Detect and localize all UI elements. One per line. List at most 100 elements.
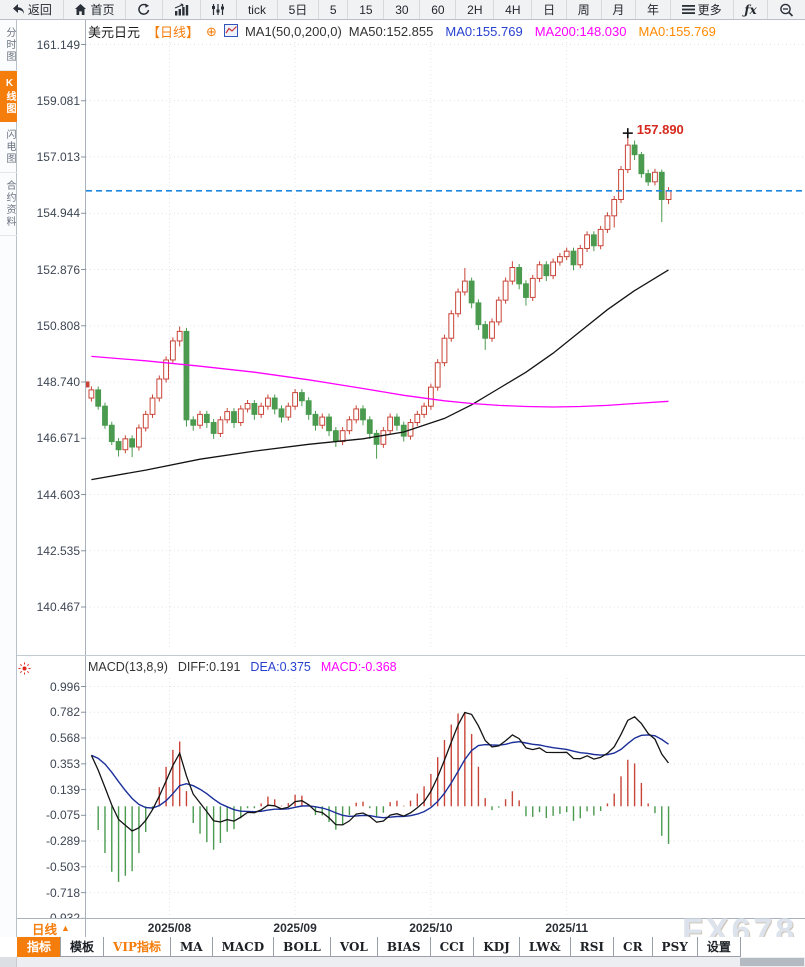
ma-value: MA50:152.855 [348, 24, 434, 39]
sidebar-item-contract-info[interactable]: 合约资料 [0, 173, 17, 236]
macd-value: MACD:-0.368 [320, 660, 397, 674]
kline-style-icon[interactable] [223, 23, 238, 40]
horizontal-scrollbar[interactable] [0, 957, 805, 967]
macd-axis-label: 0.568 [49, 730, 80, 745]
indicator-tab-kdj[interactable]: KDJ [473, 937, 520, 957]
sliders-icon [211, 3, 225, 16]
toolbar-item-min-30[interactable]: 30 [384, 0, 421, 19]
toolbar-item-label: 4H [505, 2, 521, 17]
indicator-tab-templates[interactable]: 模板 [60, 937, 105, 957]
toolbar-item-indicator-settings[interactable] [201, 0, 238, 19]
symbol-title: 美元日元 [88, 25, 141, 40]
toolbar-item-home[interactable]: 首页 [64, 0, 127, 19]
toolbar-item-back[interactable]: 返回 [0, 0, 64, 19]
fx-icon: ƒx [744, 2, 757, 17]
sidebar-item-kline-chart[interactable]: K线图 [0, 71, 17, 122]
toolbar-item-label: 60 [431, 2, 445, 17]
indicator-tab-rsi[interactable]: RSI [569, 937, 615, 957]
indicator-marker-icon[interactable] [18, 662, 31, 680]
toolbar-item-label: 15 [359, 2, 373, 17]
indicator-tab-cr[interactable]: CR [613, 937, 653, 957]
toolbar-item-tick[interactable]: tick [237, 0, 278, 19]
menu-icon [681, 4, 695, 15]
ma-value: MA0:155.769 [445, 24, 523, 39]
chart-header: 美元日元 【日线】 ⊕ MA1(50,0,200,0) MA50:152.855… [88, 22, 716, 41]
toolbar-item-daily[interactable]: 日 [532, 0, 567, 19]
indicator-tab-cci[interactable]: CCI [429, 937, 475, 957]
price-axis-label: 161.149 [36, 37, 80, 52]
chart-type-sidebar: 分时图 K线图 闪电图 合约资料 [0, 20, 17, 957]
xaxis-row [17, 918, 805, 937]
top-toolbar: 返回 首页 tick 5日 5 15 30 60 2H 4H 日 周 月 年 更多 ƒx [0, 0, 805, 20]
toolbar-item-chart-style[interactable] [163, 0, 201, 19]
indicator-tab-psy[interactable]: PSY [651, 937, 698, 957]
toolbar-item-monthly[interactable]: 月 [602, 0, 637, 19]
indicator-tab-lw[interactable]: LW& [518, 937, 571, 957]
scrollbar-thumb[interactable] [740, 958, 804, 966]
macd-value: DEA:0.375 [250, 660, 311, 674]
toolbar-item-5-day[interactable]: 5日 [278, 0, 320, 19]
macd-axis-label: 0.782 [49, 705, 80, 720]
sidebar-item-time-chart[interactable]: 分时图 [0, 20, 17, 71]
toolbar-item-weekly[interactable]: 周 [567, 0, 602, 19]
price-axis-label: 148.740 [36, 374, 80, 389]
price-axis-label: 157.013 [36, 149, 80, 164]
macd-axis-label: 0.353 [49, 756, 80, 771]
toolbar-item-hour-4[interactable]: 4H [494, 0, 533, 19]
indicator-tab-macd[interactable]: MACD [211, 937, 275, 957]
toolbar-item-formula[interactable]: ƒx [734, 0, 769, 19]
sidebar-item-lightning-chart[interactable]: 闪电图 [0, 122, 17, 173]
macd-axis-label: -0.503 [45, 859, 80, 874]
toolbar-item-yearly[interactable]: 年 [636, 0, 671, 19]
indicator-tab-settings[interactable]: 设置 [696, 937, 741, 957]
ma-settings-label: MA1(50,0,200,0) [244, 24, 342, 39]
macd-axis-label: -0.718 [45, 885, 80, 900]
toolbar-item-hour-2[interactable]: 2H [456, 0, 495, 19]
scrollbar-corner [0, 957, 17, 967]
toolbar-item-min-5[interactable]: 5 [319, 0, 349, 19]
ma-value: MA200:148.030 [534, 24, 627, 39]
price-axis-label: 140.467 [36, 600, 80, 614]
toolbar-item-label: 返回 [27, 3, 52, 17]
price-axis-label: 152.876 [36, 262, 80, 277]
indicator-tab-ma[interactable]: MA [169, 937, 213, 957]
price-axis-label: 154.944 [36, 206, 80, 221]
ma-values: MA50:152.855 MA0:155.769 MA200:148.030 MA0:… [349, 24, 716, 39]
price-axis-label: 144.603 [36, 487, 80, 502]
add-indicator-icon[interactable]: ⊕ [206, 24, 217, 39]
price-axis-label: 150.808 [36, 318, 80, 333]
toolbar-item-label: 年 [647, 3, 660, 17]
home-icon [74, 3, 87, 16]
magnifier-icon [779, 3, 794, 17]
toolbar-item-min-15[interactable]: 15 [348, 0, 385, 19]
indicator-tab-boll[interactable]: BOLL [273, 937, 331, 957]
toolbar-item-label: 首页 [90, 3, 115, 17]
toolbar-item-zoom-out[interactable] [768, 0, 805, 19]
macd-axis-label: -0.075 [45, 808, 80, 823]
price-axis-label: 146.671 [36, 431, 80, 446]
toolbar-item-label: 更多 [697, 3, 722, 17]
toolbar-item-label: tick [247, 2, 266, 17]
period-selector-label: 日线 [32, 922, 58, 937]
indicator-tab-vol[interactable]: VOL [329, 937, 378, 957]
macd-axis-label: -0.289 [45, 834, 80, 849]
toolbar-item-more[interactable]: 更多 [671, 0, 734, 19]
toolbar-item-refresh[interactable] [126, 0, 163, 19]
macd-header: MACD(13,8,9) DIFF:0.191 DEA:0.375 MACD:-0.3… [88, 660, 397, 674]
x-axis-label: 2025/11 [545, 921, 589, 935]
price-axis-label: 159.081 [36, 93, 80, 108]
back-icon [11, 3, 25, 16]
toolbar-item-min-60[interactable]: 60 [420, 0, 457, 19]
indicator-tab-indicators[interactable]: 指标 [17, 937, 62, 957]
x-axis-label: 2025/08 [147, 921, 192, 935]
x-axis-label: 2025/09 [273, 921, 317, 935]
indicator-tab-bias[interactable]: BIAS [376, 937, 431, 957]
indicator-tab-vip-indicators[interactable]: VIP指标 [103, 937, 171, 957]
macd-value: MACD(13,8,9) [88, 660, 168, 674]
toolbar-item-label: 月 [612, 3, 625, 17]
period-selector[interactable]: 日线 ▲ [17, 918, 86, 937]
high-price-annotation: 157.890 [637, 122, 684, 137]
toolbar-item-label: 5日 [288, 3, 308, 17]
toolbar-item-label: 5 [329, 2, 337, 17]
